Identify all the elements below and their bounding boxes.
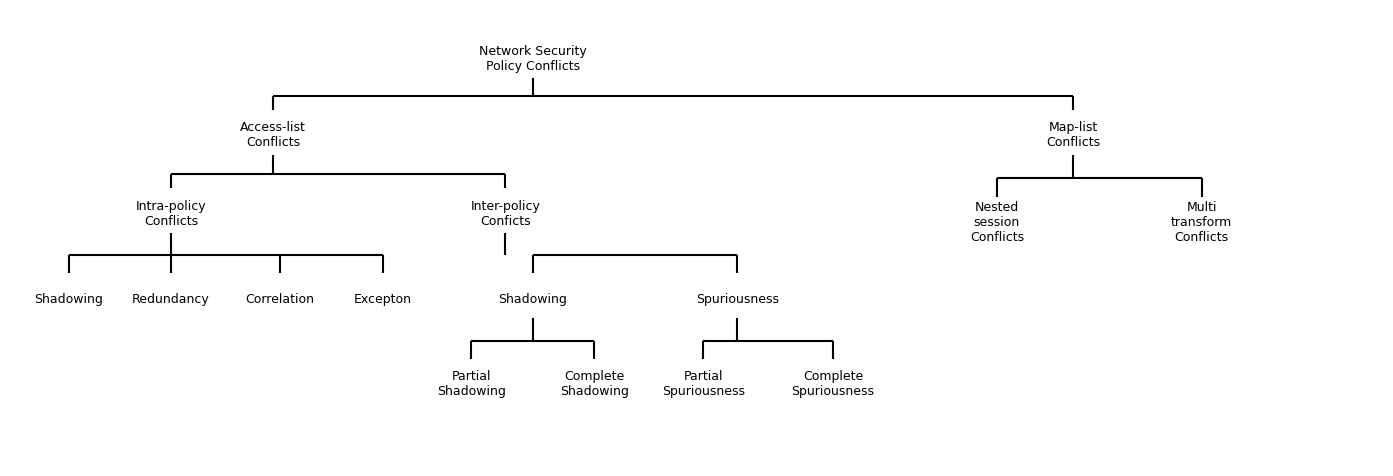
Text: Partial
Shadowing: Partial Shadowing — [437, 369, 506, 397]
Text: Access-list
Conflicts: Access-list Conflicts — [241, 121, 306, 149]
Text: Network Security
Policy Conflicts: Network Security Policy Conflicts — [479, 45, 586, 73]
Text: Multi
transform
Conflicts: Multi transform Conflicts — [1172, 201, 1233, 244]
Text: Partial
Spuriousness: Partial Spuriousness — [662, 369, 745, 397]
Text: Complete
Shadowing: Complete Shadowing — [560, 369, 628, 397]
Text: Correlation: Correlation — [245, 292, 315, 305]
Text: Complete
Spuriousness: Complete Spuriousness — [791, 369, 875, 397]
Text: Nested
session
Conflicts: Nested session Conflicts — [970, 201, 1024, 244]
Text: Intra-policy
Conflicts: Intra-policy Conflicts — [135, 199, 206, 228]
Text: Redundancy: Redundancy — [132, 292, 210, 305]
Text: Shadowing: Shadowing — [499, 292, 567, 305]
Text: Excepton: Excepton — [354, 292, 411, 305]
Text: Shadowing: Shadowing — [33, 292, 103, 305]
Text: Spuriousness: Spuriousness — [696, 292, 779, 305]
Text: Inter-policy
Conficts: Inter-policy Conficts — [471, 199, 540, 228]
Text: Map-list
Conflicts: Map-list Conflicts — [1046, 121, 1100, 149]
